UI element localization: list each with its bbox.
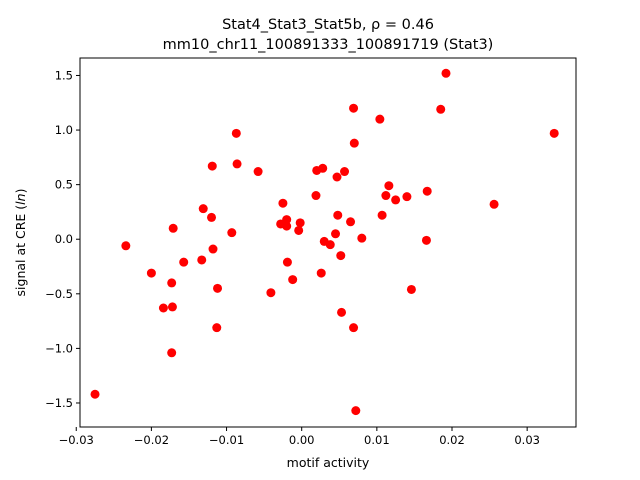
- y-tick-label: 1.5: [55, 68, 73, 82]
- x-tick-label: −0.03: [59, 433, 94, 447]
- scatter-point: [90, 389, 100, 399]
- scatter-point: [377, 210, 387, 220]
- y-tick-label: 1.0: [55, 123, 73, 137]
- scatter-point: [422, 186, 432, 196]
- scatter-point: [421, 235, 431, 245]
- y-tick-label: 0.5: [55, 178, 73, 192]
- scatter-point: [349, 103, 359, 113]
- scatter-point: [346, 217, 356, 227]
- scatter-point: [266, 288, 276, 298]
- scatter-point: [375, 114, 385, 124]
- scatter-point: [441, 68, 451, 78]
- scatter-point: [349, 323, 359, 333]
- x-tick-label: −0.02: [134, 433, 169, 447]
- x-tick-label: 0.02: [439, 433, 465, 447]
- x-tick-label: 0.00: [289, 433, 315, 447]
- scatter-point: [384, 181, 394, 191]
- chart-title-line2: mm10_chr11_100891333_100891719 (Stat3): [163, 37, 494, 53]
- scatter-point: [227, 228, 237, 238]
- scatter-point: [212, 323, 222, 333]
- scatter-point: [158, 303, 168, 313]
- scatter-point: [337, 307, 347, 317]
- y-axis-label: signal at CRE (ln): [13, 189, 28, 297]
- scatter-point: [294, 225, 304, 235]
- scatter-point: [357, 233, 367, 243]
- chart-title-line1: Stat4_Stat3_Stat5b, ρ = 0.46: [222, 17, 434, 33]
- scatter-point: [179, 257, 189, 267]
- scatter-point: [253, 167, 263, 177]
- scatter-point: [288, 275, 298, 285]
- scatter-point: [318, 163, 328, 173]
- axes-frame: [79, 57, 577, 428]
- scatter-point: [381, 191, 391, 201]
- x-tick-label: 0.03: [514, 433, 540, 447]
- scatter-point: [121, 241, 131, 251]
- scatter-point: [282, 215, 292, 225]
- scatter-point: [402, 192, 412, 202]
- scatter-point: [325, 240, 335, 250]
- y-tick-label: −1.5: [45, 396, 73, 410]
- scatter-point: [167, 278, 177, 288]
- scatter-point: [332, 172, 342, 182]
- scatter-point: [489, 199, 499, 209]
- scatter-point: [311, 191, 321, 201]
- scatter-point: [436, 104, 446, 114]
- y-tick-label: −0.5: [45, 287, 73, 301]
- scatter-point: [168, 223, 178, 233]
- scatter-point: [167, 302, 177, 312]
- scatter-point: [340, 167, 350, 177]
- scatter-point: [336, 251, 346, 261]
- x-axis: −0.03 −0.02 −0.01 0.00 0.01 0.02 0.03: [59, 427, 540, 447]
- y-tick-label: −1.0: [45, 341, 73, 355]
- scatter-point: [316, 268, 326, 278]
- scatter-point: [549, 128, 559, 138]
- scatter-point: [197, 255, 207, 265]
- scatter-point: [213, 283, 223, 293]
- scatter-point: [282, 221, 292, 231]
- scatter-point: [351, 406, 361, 416]
- scatter-point: [198, 204, 208, 214]
- scatter-point: [282, 257, 292, 267]
- scatter-point: [207, 161, 217, 171]
- x-tick-label: 0.01: [364, 433, 390, 447]
- scatter-point: [207, 212, 217, 222]
- scatter-point: [278, 198, 288, 208]
- scatter-point: [167, 348, 177, 358]
- x-axis-label: motif activity: [287, 455, 370, 470]
- plot-area: [90, 68, 559, 416]
- y-axis: −1.5 −1.0 −0.5 0.0 0.5 1.0 1.5: [45, 68, 80, 410]
- scatter-point: [232, 159, 242, 169]
- scatter-point: [349, 138, 359, 148]
- scatter-point: [391, 195, 401, 205]
- scatter-point: [331, 229, 341, 239]
- y-tick-label: 0.0: [55, 232, 73, 246]
- scatter-point: [406, 284, 416, 294]
- scatter-point: [208, 244, 218, 254]
- scatter-point: [333, 210, 343, 220]
- scatter-point: [231, 128, 241, 138]
- scatter-point: [295, 218, 305, 228]
- scatter-point: [146, 268, 156, 278]
- x-tick-label: −0.01: [209, 433, 244, 447]
